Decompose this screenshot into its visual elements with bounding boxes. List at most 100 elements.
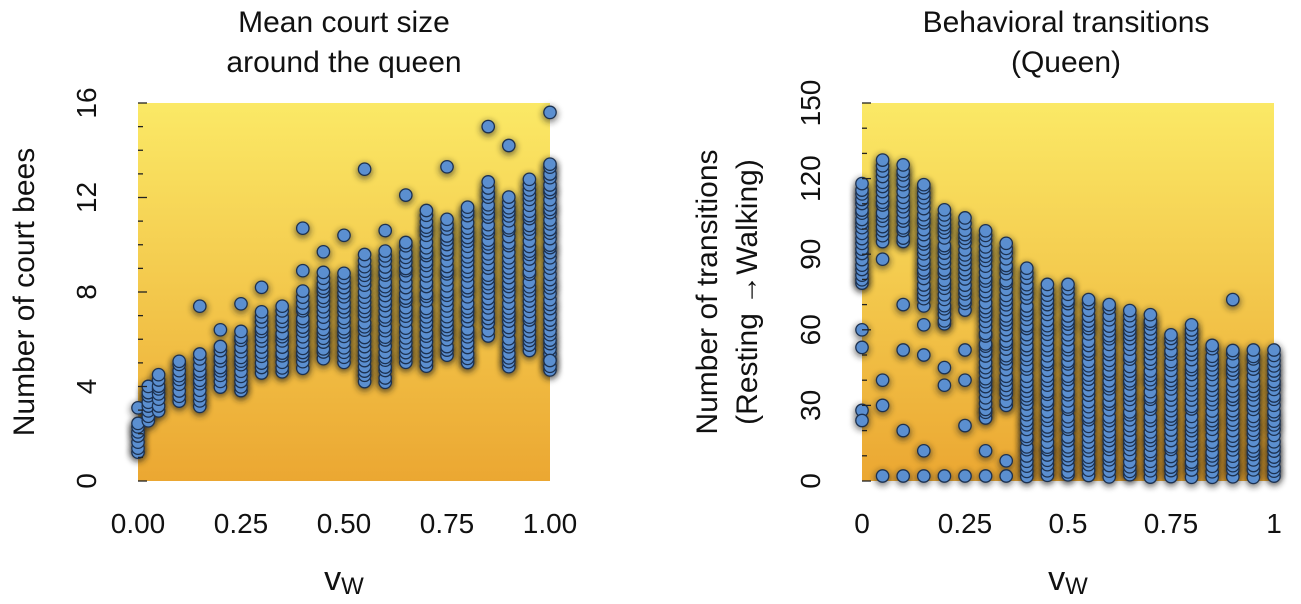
data-point	[398, 188, 413, 202]
y-tick-label-text: 12	[71, 182, 102, 213]
data-point	[1143, 307, 1158, 322]
data-point	[1164, 327, 1178, 342]
data-point	[1205, 338, 1220, 353]
data-point	[999, 236, 1014, 251]
data-point	[501, 190, 516, 204]
data-point	[875, 398, 890, 413]
data-point	[958, 211, 972, 225]
chart1-points	[131, 105, 557, 460]
data-point	[916, 348, 931, 362]
chart1-y-axis-label: Number of court bees	[8, 148, 41, 436]
data-point	[481, 175, 496, 189]
data-point	[295, 284, 310, 298]
chart1-xlabel-main: v	[324, 560, 341, 598]
y-tick-label: 0	[71, 473, 102, 489]
x-tick-label: 1.00	[523, 508, 578, 539]
y-tick-label: 4	[71, 379, 102, 395]
data-point	[896, 343, 911, 357]
data-point	[440, 212, 454, 227]
data-point	[1246, 343, 1261, 357]
data-point	[398, 235, 413, 250]
data-point	[172, 354, 187, 369]
x-tick-label: 0.75	[420, 508, 475, 539]
data-point	[1225, 343, 1240, 358]
data-point	[855, 176, 869, 191]
data-point	[234, 296, 248, 311]
data-point	[192, 347, 207, 361]
x-tick-label: 0.25	[214, 508, 269, 539]
court-size-chart: Mean court size around the queen 0 4 8 12 16…	[8, 6, 577, 600]
data-point	[543, 105, 557, 120]
data-point	[916, 443, 931, 458]
chart2-points	[855, 153, 1281, 485]
x-tick-label: 0.50	[317, 508, 372, 539]
y-tick-label-text: 120	[795, 155, 826, 202]
y-tick-label: 0	[795, 473, 826, 489]
data-point	[978, 223, 993, 238]
y-tick-label: 90	[795, 239, 826, 270]
data-point	[522, 172, 537, 187]
data-point	[440, 159, 454, 174]
data-point	[896, 158, 911, 172]
data-point	[875, 153, 890, 167]
data-point	[316, 265, 331, 280]
data-point	[460, 200, 475, 215]
data-point	[978, 469, 993, 483]
chart2-y-axis-label: Number of transitions (Resting →Walking)	[691, 149, 764, 434]
x-tick-label: 1	[1266, 508, 1282, 539]
data-point	[978, 443, 993, 458]
y-tick-label-text: 4	[71, 379, 102, 395]
chart1-xlabel-sub: W	[341, 573, 364, 600]
x-tick-label: 0.75	[1144, 508, 1199, 539]
data-point	[357, 162, 372, 177]
data-point	[1225, 292, 1240, 307]
data-point	[916, 317, 931, 332]
data-point	[337, 266, 351, 281]
x-tick-label: 0.5	[1049, 508, 1088, 539]
x-tick-label: 0	[854, 508, 870, 539]
transitions-chart: Behavioral transitions (Queen) 0 30 60 90 12…	[691, 6, 1282, 600]
data-point	[213, 322, 228, 337]
data-point	[937, 378, 952, 393]
data-point	[378, 244, 393, 258]
data-point	[1102, 297, 1117, 312]
data-point	[419, 203, 434, 218]
data-point	[234, 324, 248, 339]
data-point	[937, 202, 952, 217]
data-point	[254, 280, 269, 295]
data-point	[999, 469, 1014, 483]
chart2-xlabel-main: v	[1048, 560, 1065, 598]
chart2-ylabel-line2: (Resting →Walking)	[731, 159, 764, 425]
y-tick-label: 16	[71, 87, 102, 118]
data-point	[958, 418, 972, 433]
chart2-ylabel-line1: Number of transitions	[691, 149, 724, 434]
data-point	[337, 228, 351, 243]
data-point	[958, 373, 972, 388]
y-tick-label-text: 16	[71, 87, 102, 118]
y-tick-label: 12	[71, 182, 102, 213]
chart2-title-line2: (Queen)	[1011, 46, 1121, 79]
chart2-axes: 0 30 60 90 120 150 0 0.25 0.5 0.75 1	[795, 80, 1282, 539]
chart2-x-axis-label: vW	[1048, 560, 1088, 600]
data-point	[316, 244, 331, 259]
data-point	[1019, 261, 1034, 276]
chart1-axes: 0 4 8 12 16 0.00 0.25 0.50 0.75 1.00	[71, 87, 577, 539]
y-tick-label: 120	[795, 155, 826, 202]
chart1-title-line2: around the queen	[226, 46, 461, 79]
data-point	[855, 340, 869, 355]
chart2-title-line1: Behavioral transitions	[923, 6, 1210, 39]
chart1-ylabel: Number of court bees	[8, 148, 41, 436]
y-tick-label-text: 30	[795, 390, 826, 421]
y-tick-label-text: 60	[795, 314, 826, 345]
y-tick-label-text: 150	[795, 80, 826, 127]
chart1-title-line1: Mean court size	[238, 6, 450, 39]
data-point	[1040, 277, 1055, 292]
data-point	[937, 469, 952, 483]
y-tick-label: 30	[795, 390, 826, 421]
data-point	[1081, 292, 1096, 307]
x-tick-label: 0.25	[938, 508, 993, 539]
chart2-xlabel-sub: W	[1065, 573, 1088, 600]
data-point	[501, 138, 516, 153]
data-point	[254, 304, 269, 319]
